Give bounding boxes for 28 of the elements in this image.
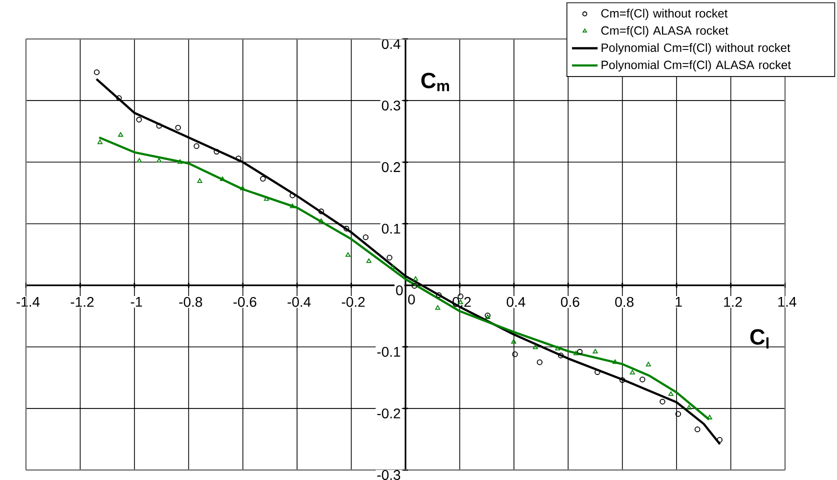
x-axis-title: C$_{l}$ — [750, 329, 768, 349]
y-tick-label: -0.2 — [377, 408, 400, 418]
y-tick-label: 0.4 — [382, 39, 400, 49]
x-tick-label: -1.4 — [16, 296, 40, 307]
x-tick-label: -1.2 — [70, 296, 94, 307]
x-tick-label: -0.2 — [342, 296, 365, 307]
y-tick-label: 0.2 — [382, 162, 400, 172]
x-tick-label: 0.8 — [615, 296, 634, 307]
y-tick-label: 0 — [396, 285, 403, 296]
x-tick-label: -0.4 — [288, 296, 311, 307]
x-tick-label: 1.2 — [724, 296, 742, 307]
y-tick-label: -0.1 — [377, 346, 400, 357]
legend-label: Polynomial Cm=f(Cl) ALASA rocket — [602, 60, 791, 72]
legend-label: Cm=f(Cl) ALASA rocket — [601, 26, 728, 38]
y-tick-label: -0.3 — [377, 470, 400, 480]
x-tick-label: 0 — [408, 294, 415, 304]
y-tick-label: 0.3 — [382, 100, 400, 111]
x-tick-label: 1.4 — [778, 296, 796, 307]
x-tick-label: -0.8 — [179, 296, 202, 307]
x-tick-label: 1 — [676, 296, 682, 307]
y-tick-label: 0.1 — [382, 224, 400, 234]
x-tick-label: -1 — [130, 296, 142, 307]
legend-label: Polynomial Cm=f(Cl) without rocket — [602, 43, 790, 54]
x-tick-label: 0.4 — [506, 296, 526, 307]
x-tick-label: -0.6 — [233, 296, 256, 307]
legend-label: Cm=f(Cl) without rocket — [601, 8, 728, 20]
y-axis-title: C$_{m}$ — [421, 72, 450, 92]
x-tick-label: 0.6 — [560, 296, 580, 307]
